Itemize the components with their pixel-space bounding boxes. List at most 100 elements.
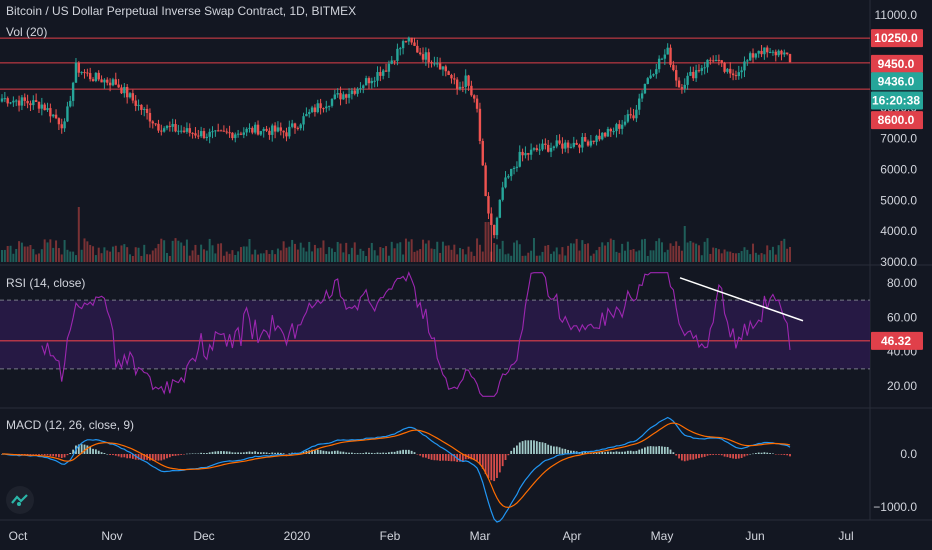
candle-body bbox=[555, 140, 558, 147]
macd-histogram-bar bbox=[248, 451, 251, 454]
macd-histogram-bar bbox=[544, 443, 547, 454]
candle-body bbox=[0, 98, 4, 102]
candle-body bbox=[566, 142, 570, 148]
macd-histogram-bar bbox=[23, 454, 26, 455]
time-tick-label: May bbox=[651, 529, 674, 543]
volume-bar bbox=[94, 255, 97, 262]
volume-bar bbox=[35, 254, 38, 262]
volume-bar bbox=[746, 249, 749, 262]
volume-bar bbox=[89, 244, 92, 262]
rsi-pane[interactable] bbox=[0, 271, 870, 397]
volume-bar bbox=[114, 245, 117, 262]
volume-bar bbox=[632, 249, 635, 262]
macd-histogram-bar bbox=[709, 454, 712, 456]
candle-body bbox=[595, 135, 598, 142]
level-tag-8600: 8600.0 bbox=[878, 113, 915, 127]
macd-histogram-bar bbox=[413, 452, 416, 454]
volume-bar bbox=[222, 255, 225, 262]
volume-bar bbox=[382, 248, 385, 262]
candle-body bbox=[111, 79, 115, 86]
macd-pane[interactable] bbox=[1, 416, 791, 523]
price-tick-label: 4000.0 bbox=[880, 224, 917, 238]
candle-body bbox=[86, 72, 89, 74]
macd-histogram-bar bbox=[149, 454, 151, 461]
volume-bar bbox=[311, 251, 314, 262]
candle-body bbox=[581, 137, 584, 148]
volume-bar bbox=[111, 246, 114, 262]
volume-bar bbox=[194, 244, 197, 262]
candle-body bbox=[60, 124, 63, 129]
volume-bar bbox=[251, 254, 254, 262]
candle-body bbox=[455, 79, 459, 89]
volume-bar bbox=[151, 250, 154, 262]
volume-bar bbox=[581, 240, 584, 262]
candle-body bbox=[444, 66, 447, 72]
candle-body bbox=[672, 64, 675, 71]
volume-bar bbox=[504, 254, 507, 262]
tradingview-logo-icon[interactable] bbox=[6, 486, 34, 514]
volume-bar bbox=[464, 254, 467, 262]
macd-histogram-bar bbox=[695, 454, 698, 459]
candle-body bbox=[15, 100, 18, 102]
macd-histogram-bar bbox=[430, 454, 433, 460]
volume-bar bbox=[60, 254, 63, 262]
volume-bar bbox=[515, 240, 518, 262]
macd-histogram-bar bbox=[123, 454, 126, 458]
candle-body bbox=[29, 103, 32, 106]
candle-body bbox=[273, 125, 277, 132]
volume-bar bbox=[245, 246, 248, 262]
volume-bar bbox=[498, 248, 501, 262]
macd-histogram-bar bbox=[387, 452, 390, 454]
volume-bar bbox=[72, 251, 75, 262]
candle-body bbox=[145, 108, 149, 113]
macd-histogram-bar bbox=[459, 454, 461, 462]
volume-bar bbox=[97, 247, 100, 262]
volume-bar bbox=[669, 243, 672, 262]
macd-histogram-bar bbox=[262, 452, 265, 454]
candle-body bbox=[464, 75, 467, 88]
macd-histogram-bar bbox=[646, 446, 649, 454]
volume-bar bbox=[325, 254, 328, 262]
macd-histogram-bar bbox=[370, 452, 373, 454]
macd-histogram-bar bbox=[339, 451, 342, 454]
volume-bar bbox=[550, 253, 553, 262]
candle-body bbox=[626, 114, 630, 122]
candle-body bbox=[168, 125, 172, 127]
volume-bar bbox=[302, 247, 305, 262]
macd-histogram-bar bbox=[752, 453, 754, 455]
candle-body bbox=[766, 47, 769, 53]
rsi-tick-label: 20.00 bbox=[887, 379, 917, 393]
candle-body bbox=[34, 100, 38, 102]
macd-histogram-bar bbox=[271, 452, 274, 454]
candle-body bbox=[598, 135, 601, 140]
macd-histogram-bar bbox=[316, 449, 319, 454]
macd-histogram-bar bbox=[754, 453, 757, 454]
volume-bar bbox=[134, 247, 137, 262]
volume-bar bbox=[294, 243, 297, 262]
macd-histogram-bar bbox=[410, 450, 413, 454]
rsi-line bbox=[41, 271, 791, 397]
macd-histogram-bar bbox=[652, 446, 655, 454]
candle-body bbox=[675, 70, 678, 81]
candle-body bbox=[97, 72, 100, 80]
macd-histogram-bar bbox=[686, 454, 689, 461]
candle-body bbox=[387, 63, 391, 72]
macd-title: MACD (12, 26, close, 9) bbox=[6, 418, 135, 432]
macd-histogram-bar bbox=[632, 451, 635, 454]
candle-body bbox=[558, 140, 561, 144]
volume-bar bbox=[83, 238, 86, 262]
macd-histogram-bar bbox=[675, 454, 678, 456]
macd-histogram-bar bbox=[240, 452, 242, 454]
macd-histogram-bar bbox=[114, 454, 117, 456]
candle-body bbox=[492, 224, 496, 236]
candlesticks[interactable] bbox=[0, 36, 792, 262]
candle-body bbox=[740, 70, 743, 73]
volume-label: Vol (20) bbox=[6, 25, 48, 39]
candle-body bbox=[697, 70, 701, 72]
candle-body bbox=[225, 131, 228, 133]
macd-histogram-bar bbox=[763, 452, 766, 454]
candle-body bbox=[780, 50, 783, 55]
candle-body bbox=[308, 112, 311, 114]
macd-histogram-bar bbox=[245, 451, 248, 454]
